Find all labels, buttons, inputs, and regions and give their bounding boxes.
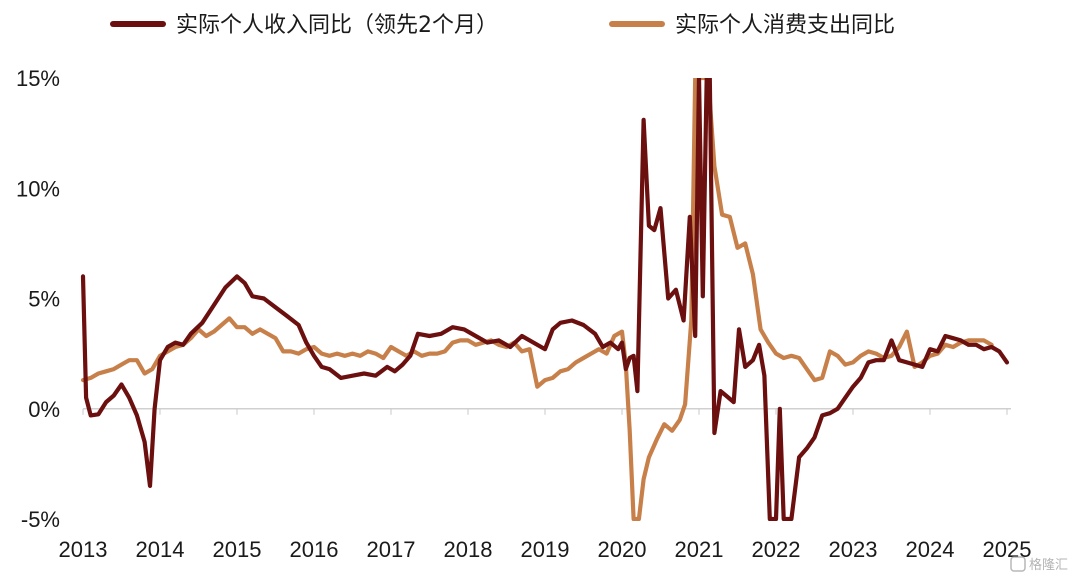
- watermark-text: 格隆汇: [1029, 557, 1068, 573]
- x-tick-label: 2021: [675, 537, 724, 562]
- legend-entry-consumption: 实际个人消费支出同比: [609, 13, 895, 38]
- watermark-logo-icon: [1010, 556, 1026, 572]
- x-tick-label: 2018: [444, 537, 493, 562]
- x-tick-label: 2017: [367, 537, 416, 562]
- y-tick-label: 15%: [16, 66, 60, 91]
- plot-area: [80, 78, 1010, 521]
- watermark: 格隆汇: [1010, 556, 1068, 573]
- x-tick-label: 2023: [829, 537, 878, 562]
- legend-label-consumption: 实际个人消费支出同比: [675, 13, 895, 38]
- legend: 实际个人收入同比（领先2个月） 实际个人消费支出同比: [110, 13, 895, 38]
- series-line-income: [80, 78, 1010, 521]
- x-tick-label: 2016: [290, 537, 339, 562]
- y-tick-label: 0%: [28, 397, 60, 422]
- x-tick-label: 2024: [906, 537, 955, 562]
- x-tick-label: 2015: [213, 537, 262, 562]
- x-tick-label: 2020: [598, 537, 647, 562]
- y-tick-label: -5%: [21, 507, 60, 532]
- y-tick-label: 5%: [28, 287, 60, 312]
- x-tick-label: 2014: [136, 537, 185, 562]
- legend-label-income: 实际个人收入同比（领先2个月）: [176, 13, 498, 38]
- y-axis: 15% 10% 5% 0% -5%: [16, 66, 60, 532]
- x-axis: 2013 2014 2015 2016 2017 2018 2019 2020 2021 2022…: [59, 408, 1031, 562]
- y-tick-label: 10%: [16, 176, 60, 201]
- x-tick-label: 2019: [521, 537, 570, 562]
- series-line-consumption: [80, 78, 994, 521]
- x-tick-label: 2013: [59, 537, 108, 562]
- legend-entry-income: 实际个人收入同比（领先2个月）: [110, 13, 498, 38]
- x-tick-label: 2022: [752, 537, 801, 562]
